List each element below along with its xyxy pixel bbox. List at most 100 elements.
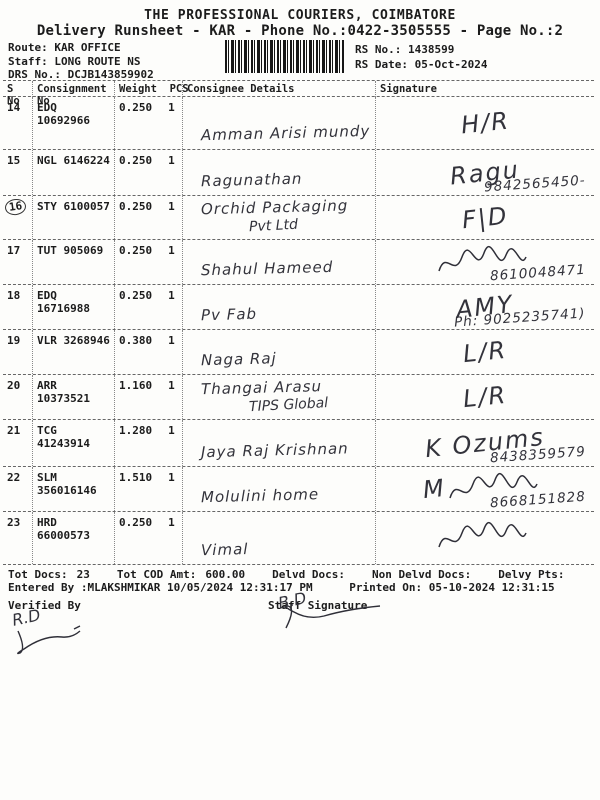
- total-item: Tot Docs: 23: [8, 568, 90, 581]
- weight-value: 0.250: [119, 154, 153, 167]
- consignee-handwriting: Naga Raj: [200, 349, 277, 370]
- cell-weight-pcs: 0.250 1: [115, 285, 183, 329]
- signature-scribble-icon: [438, 245, 527, 272]
- cell-consignee: Jaya Raj Krishnan: [183, 420, 376, 466]
- cell-weight-pcs: 0.250 1: [115, 240, 183, 284]
- rs-no-line: RS No.: 1438599: [355, 43, 455, 56]
- consignee-handwriting: Ragunathan: [200, 169, 303, 191]
- cell-consignment-no: EDQ 10692966: [33, 97, 115, 149]
- cell-sno: 22: [3, 467, 33, 511]
- cell-sno: 23: [3, 512, 33, 564]
- pcs-value: 1: [168, 154, 175, 167]
- total-item: Delvy Pts:: [498, 568, 565, 581]
- cell-signature: F|D: [376, 196, 594, 239]
- table-row: 14 EDQ 10692966 0.250 1 Amman Arisi mundy H/R: [3, 97, 594, 150]
- cell-weight-pcs: 1.160 1: [115, 375, 183, 419]
- weight-value: 1.280: [119, 424, 153, 437]
- cell-signature: L/R: [376, 330, 594, 374]
- cell-weight-pcs: 1.280 1: [115, 420, 183, 466]
- cell-signature: M 8668151828: [376, 467, 594, 511]
- table-row: 22 SLM 356016146 1.510 1 Molulini home M 86681…: [3, 467, 594, 512]
- cell-sno: 18: [3, 285, 33, 329]
- signature-handwriting: L/R: [461, 335, 509, 369]
- cell-consignment-no: HRD 66000573: [33, 512, 115, 564]
- runsheet-table: S No Consignment No Weight PCS Consignee…: [3, 80, 594, 565]
- signature-scribble-icon: [438, 521, 527, 548]
- table-row: 21 TCG 41243914 1.280 1 Jaya Raj Krishnan K O…: [3, 420, 594, 467]
- circled-sno: 16: [3, 197, 28, 217]
- table-row: 23 HRD 66000573 0.250 1 Vimal: [3, 512, 594, 565]
- cell-signature: K Ozums 8438359579: [376, 420, 594, 467]
- cell-sno: 14: [3, 97, 33, 149]
- signature-flourish-icon: [17, 625, 81, 655]
- cell-signature: AMY Ph: 9025235741): [376, 285, 594, 331]
- cell-signature: 8610048471: [376, 240, 594, 284]
- table-row: 18 EDQ 16716988 0.250 1 Pv Fab AMY Ph: 9025235…: [3, 285, 594, 331]
- pcs-value: 1: [168, 334, 175, 347]
- table-row: 16 STY 6100057 0.250 1 Orchid Packaging Pvt L…: [3, 196, 594, 240]
- cell-signature: H/R: [376, 97, 594, 149]
- cell-weight-pcs: 0.380 1: [115, 330, 183, 374]
- table-row: 15 NGL 6146224 0.250 1 Ragunathan Ragu 9842565…: [3, 150, 594, 196]
- cell-consignment-no: ARR 10373521: [33, 375, 115, 419]
- weight-value: 0.250: [119, 101, 153, 114]
- printed-on-text: Printed On: 05-10-2024 12:31:15: [349, 581, 555, 594]
- cell-sno: 21: [3, 420, 33, 466]
- table-row: 20 ARR 10373521 1.160 1 Thangai Arasu TIPS Gl…: [3, 375, 594, 420]
- weight-value: 1.510: [119, 471, 153, 484]
- signature-handwriting: M: [421, 473, 447, 505]
- consignee-handwriting: Shahul Hameed: [200, 257, 334, 280]
- pcs-value: 1: [168, 516, 175, 529]
- signature-handwriting: H/R: [459, 106, 511, 140]
- signature-handwriting: F|D: [460, 201, 510, 234]
- verified-by-label: Verified By: [8, 599, 81, 612]
- staff-line: Staff: LONG ROUTE NS: [8, 54, 141, 68]
- cell-consignment-no: TCG 41243914: [33, 420, 115, 466]
- consignee-handwriting: Vimal: [200, 540, 249, 560]
- cell-consignment-no: SLM 356016146: [33, 467, 115, 511]
- cell-signature: Ragu 9842565450-: [376, 150, 594, 196]
- signature-handwriting: L/R: [461, 380, 509, 414]
- pcs-value: 1: [168, 200, 175, 213]
- cell-weight-pcs: 0.250 1: [115, 512, 183, 564]
- cell-consignment-no: EDQ 16716988: [33, 285, 115, 329]
- cell-weight-pcs: 0.250 1: [115, 97, 183, 149]
- cell-consignee: Shahul Hameed: [183, 240, 376, 284]
- cell-weight-pcs: 0.250 1: [115, 196, 183, 239]
- cell-weight-pcs: 1.510 1: [115, 467, 183, 511]
- entered-by-text: Entered By :MLAKSHMIKAR 10/05/2024 12:31…: [8, 581, 313, 594]
- rs-info-block: RS No.: 1438599 RS Date: 05-Oct-2024: [355, 43, 487, 72]
- consignee-handwriting: Pv Fab: [200, 304, 258, 325]
- pcs-value: 1: [168, 379, 175, 392]
- cell-consignee: Molulini home: [183, 467, 376, 511]
- weight-value: 0.250: [119, 244, 153, 257]
- cell-sno: 17: [3, 240, 33, 284]
- pcs-value: 1: [168, 101, 175, 114]
- total-item: Non Delvd Docs:: [371, 568, 472, 581]
- cell-consignee: Amman Arisi mundy: [183, 97, 376, 149]
- weight-value: 0.380: [119, 334, 153, 347]
- cell-consignment-no: NGL 6146224: [33, 150, 115, 195]
- barcode-icon: [225, 40, 345, 73]
- cell-weight-pcs: 0.250 1: [115, 150, 183, 195]
- cell-signature: L/R: [376, 375, 594, 419]
- col-header-weight-pcs: Weight PCS: [115, 81, 189, 107]
- cell-consignee: Thangai Arasu TIPS Global: [183, 375, 376, 419]
- cell-sno: 16: [3, 196, 33, 239]
- total-item: Delvd Docs:: [272, 568, 345, 581]
- cell-consignment-no: TUT 905069: [33, 240, 115, 284]
- weight-value: 0.250: [119, 200, 153, 213]
- weight-value: 1.160: [119, 379, 153, 392]
- table-header-row: S No Consignment No Weight PCS Consignee…: [3, 80, 594, 107]
- entered-printed-line: Entered By :MLAKSHMIKAR 10/05/2024 12:31…: [8, 581, 555, 594]
- total-item: Tot COD Amt: 600.00: [116, 568, 246, 581]
- pcs-value: 1: [168, 244, 175, 257]
- col-header-sno: S No: [3, 81, 33, 107]
- cell-consignee: Orchid Packaging Pvt Ltd: [183, 196, 376, 239]
- cell-sno: 15: [3, 150, 33, 195]
- route-line: Route: KAR OFFICE: [8, 41, 121, 54]
- table-row: 19 VLR 3268946 0.380 1 Naga Raj L/R: [3, 330, 594, 375]
- weight-value: 0.250: [119, 289, 153, 302]
- col-header-signature: Signature: [380, 83, 437, 95]
